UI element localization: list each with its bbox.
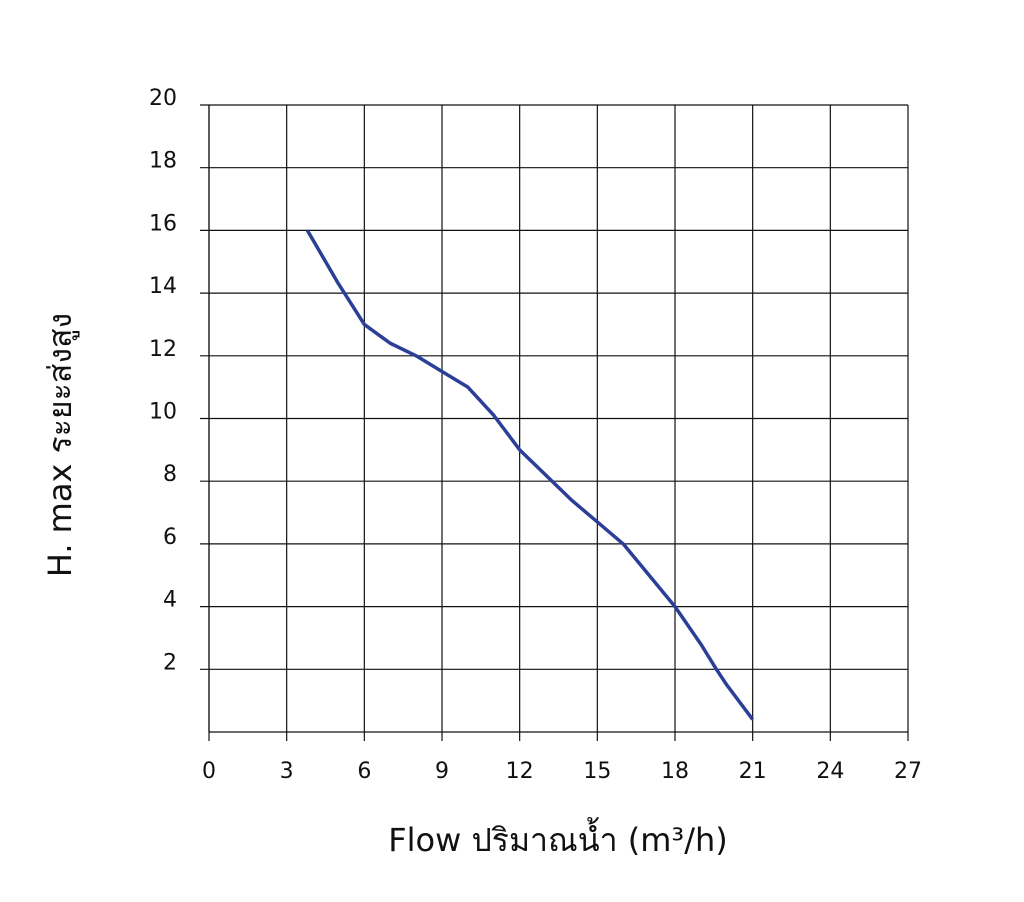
y-tick-label: 18 [149,149,177,174]
x-axis-label: Flow ปริมาณน้ำ (m³/h) [388,817,728,859]
y-tick-label: 4 [163,588,177,613]
x-tick-label: 15 [583,759,611,784]
y-tick-label: 6 [163,525,177,550]
y-tick-label: 8 [163,462,177,487]
x-tick-label: 21 [739,759,767,784]
x-tick-label: 9 [435,759,449,784]
y-tick-label: 10 [149,400,177,425]
data-line [305,229,755,721]
y-tick-label: 14 [149,274,177,299]
x-tick-label: 6 [357,759,371,784]
x-tick-label: 12 [506,759,534,784]
y-axis-label: H. max ระยะส่งสูง [41,313,80,577]
x-tick-label: 24 [816,759,844,784]
y-tick-label: 2 [163,650,177,675]
x-tick-label: 0 [202,759,216,784]
y-tick-label: 20 [149,86,177,111]
y-tick-label: 12 [149,337,177,362]
x-tick-label: 27 [894,759,922,784]
y-tick-label: 16 [149,211,177,236]
x-tick-label: 18 [661,759,689,784]
x-tick-label: 3 [280,759,294,784]
